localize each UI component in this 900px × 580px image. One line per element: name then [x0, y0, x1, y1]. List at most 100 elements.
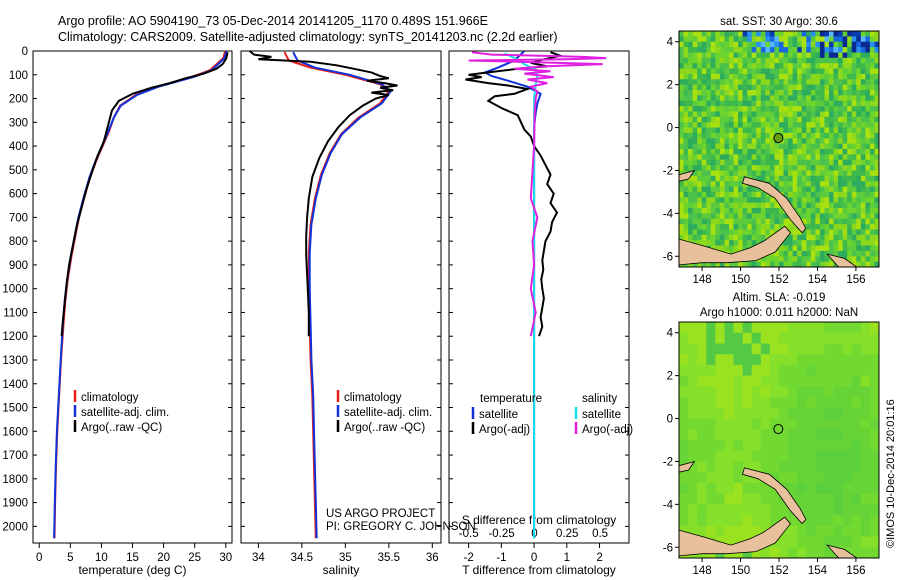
map-cell	[833, 245, 839, 252]
map-cell	[742, 84, 748, 91]
map-cell	[774, 122, 780, 129]
map-cell	[801, 245, 807, 252]
map-cell	[860, 186, 866, 193]
map-cell	[760, 159, 766, 166]
map-cell	[856, 138, 862, 145]
map-cell	[829, 202, 835, 209]
map-cell	[751, 143, 757, 150]
map-cell	[819, 245, 825, 252]
map-cell	[865, 149, 871, 155]
map-cell	[829, 41, 835, 48]
map-cell	[851, 57, 857, 64]
map-cell	[838, 191, 844, 198]
map-cell	[729, 208, 735, 214]
map-cell	[869, 261, 875, 267]
map-cell	[751, 218, 757, 225]
map-cell	[692, 138, 698, 145]
map-cell	[869, 364, 879, 377]
map-cell	[760, 229, 766, 236]
map-cell	[706, 525, 716, 538]
map-cell	[751, 197, 757, 204]
map-cell	[824, 63, 830, 70]
map-cell	[779, 111, 785, 118]
map-cell	[751, 322, 762, 334]
map-cell	[733, 472, 744, 484]
map-cell	[874, 63, 879, 70]
map-cell	[688, 515, 698, 527]
map-cell	[692, 68, 698, 75]
map-cell	[792, 175, 798, 182]
map-cell	[688, 175, 694, 182]
map-cell	[769, 418, 780, 430]
map-cell	[851, 450, 862, 462]
map-cell	[706, 440, 716, 452]
map-cell	[824, 73, 830, 80]
map-cell	[769, 332, 780, 344]
map-cell	[760, 429, 771, 441]
map-cell	[801, 213, 807, 220]
map-cell	[742, 322, 753, 334]
map-cell	[865, 197, 871, 204]
map-cell	[860, 122, 866, 129]
lat-tick-label: 0	[667, 123, 673, 135]
map-cell	[724, 224, 730, 231]
map-cell	[829, 261, 835, 267]
map-cell	[810, 63, 816, 70]
map-cell	[688, 397, 698, 409]
map-cell	[869, 213, 875, 220]
map-cell	[769, 68, 775, 75]
sal-diff-tick-label: 0.25	[556, 528, 578, 540]
map-cell	[833, 250, 839, 257]
map-cell	[760, 332, 771, 344]
map-cell	[756, 100, 762, 107]
map-cell	[833, 364, 844, 377]
map-cell	[679, 36, 685, 43]
map-cell	[801, 159, 807, 166]
map-cell	[806, 429, 816, 441]
map-cell	[733, 149, 739, 155]
map-cell	[788, 95, 794, 102]
map-cell	[801, 41, 807, 48]
map-cell	[742, 208, 748, 214]
map-cell	[706, 213, 712, 220]
map-cell	[724, 36, 730, 43]
map-cell	[751, 170, 757, 177]
legend-label: satellite-adj. clim.	[81, 407, 169, 419]
map-cell	[833, 208, 839, 214]
map-cell	[842, 322, 853, 334]
map-cell	[792, 36, 798, 43]
map-cell	[747, 261, 753, 267]
map-cell	[715, 41, 721, 48]
temperature-series-argo-raw-qc-	[60, 52, 229, 337]
map-cell	[701, 143, 707, 150]
map-cell	[865, 229, 871, 236]
map-cell	[729, 218, 735, 225]
map-cell	[733, 127, 739, 134]
map-cell	[756, 143, 762, 150]
map-cell	[742, 73, 748, 80]
map-cell	[729, 138, 735, 145]
map-cell	[788, 322, 798, 334]
map-cell	[815, 218, 821, 225]
map-cell	[751, 364, 762, 377]
map-cell	[851, 482, 862, 495]
map-cell	[760, 111, 766, 118]
map-cell	[724, 181, 730, 188]
map-cell	[851, 261, 857, 267]
map-cell	[851, 47, 857, 54]
map-cell	[701, 95, 707, 102]
map-cell	[683, 73, 689, 80]
map-cell	[779, 79, 785, 86]
map-cell	[842, 181, 848, 188]
map-cell	[774, 47, 780, 54]
map-cell	[801, 181, 807, 188]
map-cell	[724, 364, 735, 377]
map-cell	[847, 143, 853, 150]
map-cell	[756, 154, 762, 161]
map-cell	[797, 95, 803, 102]
map-cell	[842, 418, 853, 430]
map-cell	[869, 525, 879, 538]
map-cell	[842, 407, 853, 420]
map-cell	[760, 364, 771, 377]
map-cell	[688, 100, 694, 107]
